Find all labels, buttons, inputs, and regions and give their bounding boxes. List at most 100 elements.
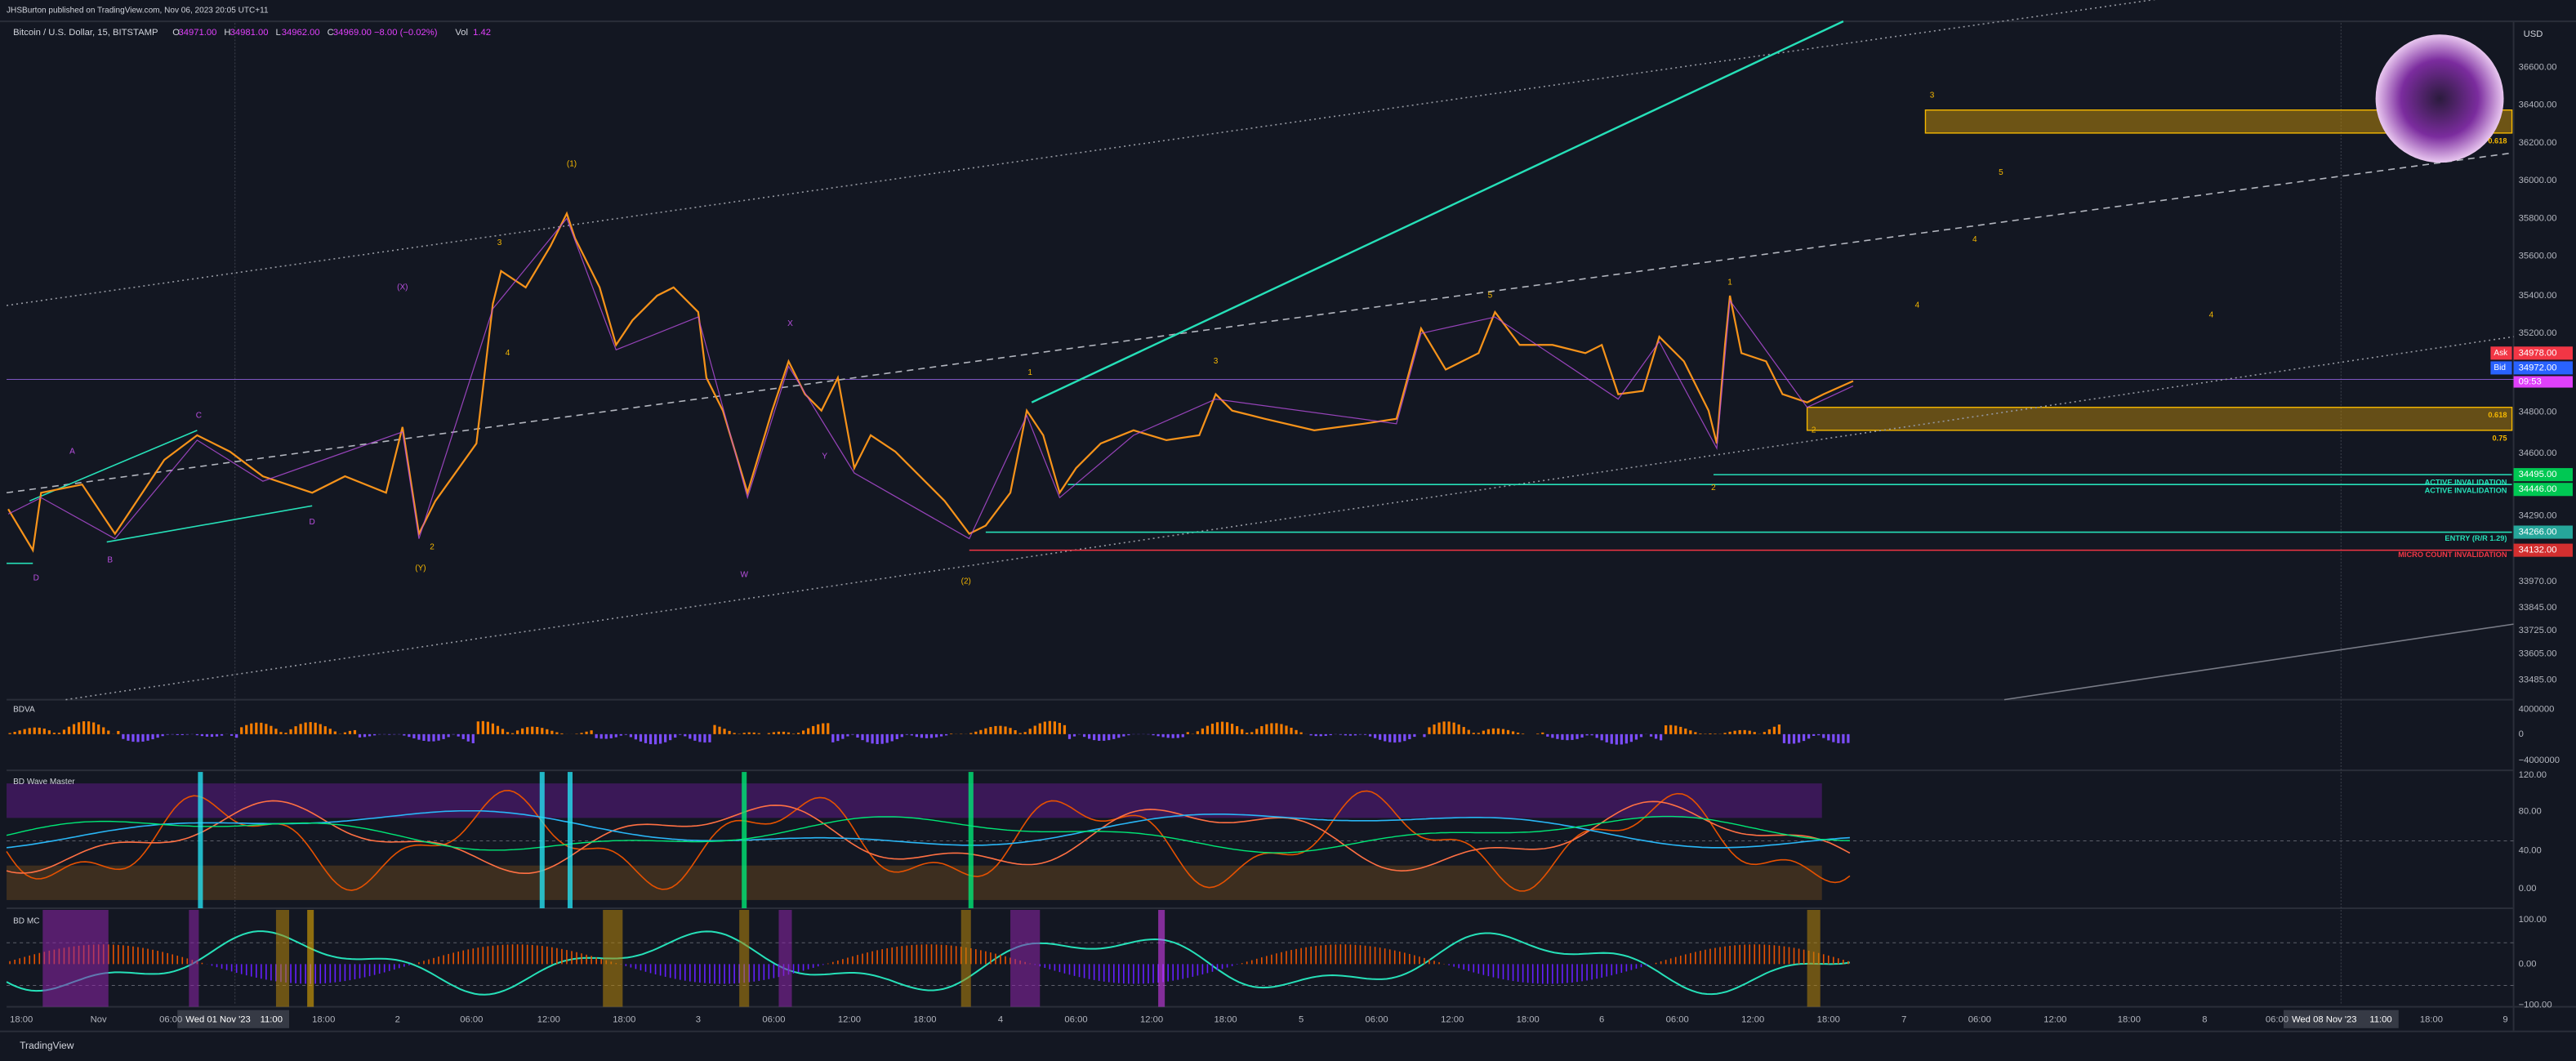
annotation: ENTRY (R/R 1.29) (2445, 534, 2507, 542)
badge-value: 34978.00 (2519, 348, 2557, 358)
wave-label: (X) (397, 283, 408, 292)
panel-name: BDVA (13, 705, 35, 714)
ohlc-value: 34962.00 (282, 28, 320, 38)
badges (177, 346, 2573, 1028)
price-label: 33970.00 (2519, 577, 2557, 586)
wave-label: 3 (1930, 91, 1935, 100)
wave-label: 3 (1214, 357, 1219, 366)
signal-zone (1158, 910, 1165, 1007)
wave-label: (2) (961, 577, 971, 586)
ohlc-key: C (328, 28, 334, 38)
wave-label: C (196, 411, 202, 420)
signal-bar (539, 772, 545, 908)
badge-label: Ask (2494, 349, 2508, 358)
panel-axis-label: 0.00 (2519, 959, 2537, 969)
ohlc-value: 1.42 (473, 28, 491, 38)
panel-axis-label: 4000000 (2519, 705, 2555, 715)
wave-label: B (107, 555, 113, 564)
time-label: 18:00 (613, 1015, 635, 1025)
signal-bar (968, 772, 974, 908)
price-label: 36200.00 (2519, 138, 2557, 148)
price-label: 33485.00 (2519, 675, 2557, 684)
time-label: 12:00 (1741, 1015, 1764, 1025)
wave-label: 1 (1727, 279, 1732, 288)
time-label: 06:00 (1366, 1015, 1388, 1025)
demand-zone (1806, 406, 2513, 431)
wave-label: D (310, 518, 315, 527)
wave-label: (Y) (415, 564, 426, 573)
time-label: 06:00 (1666, 1015, 1689, 1025)
price-series-shadow (7, 217, 1854, 540)
time-label: 4 (998, 1015, 1003, 1025)
annotation: MICRO COUNT INVALIDATION (2398, 551, 2507, 559)
time-label: 18:00 (1214, 1015, 1237, 1025)
signal-zone (739, 910, 750, 1007)
wave-label: 3 (497, 239, 502, 247)
time-badge: Wed 01 Nov '23 (185, 1015, 251, 1025)
time-label: 18:00 (913, 1015, 936, 1025)
wave-label: D (33, 573, 39, 582)
price-label: 35400.00 (2519, 291, 2557, 301)
wave-label: 4 (506, 349, 510, 358)
annotation: ACTIVE INVALIDATION (2425, 487, 2507, 495)
panel-axis-label: 80.00 (2519, 806, 2542, 816)
signal-bar (567, 772, 573, 908)
wave-label: 4 (1972, 235, 1977, 244)
annotation: ACTIVE INVALIDATION (2425, 479, 2507, 487)
signal-zone (603, 910, 623, 1007)
wave-label: (1) (567, 160, 577, 169)
wave-label: 1 (1027, 368, 1032, 377)
time-label: 18:00 (2118, 1015, 2141, 1025)
time-label: 12:00 (2043, 1015, 2066, 1025)
wave-label: 2 (430, 542, 435, 551)
price-series (7, 211, 1854, 553)
time-label: 18:00 (1817, 1015, 1840, 1025)
time-label: 06:00 (159, 1015, 182, 1025)
oscillator (6, 800, 1851, 874)
time-label: 12:00 (838, 1015, 861, 1025)
wave-label: Y (822, 452, 827, 461)
price-label: 36400.00 (2519, 100, 2557, 110)
footer-brand: TradingView (20, 1040, 74, 1051)
time-label: Nov (91, 1015, 107, 1025)
oscillator (6, 815, 1850, 854)
badge-label: Bid (2494, 363, 2506, 372)
ohlc-value: 34969.00 −8.00 (−0.02%) (333, 28, 438, 38)
badge-value: 34495.00 (2519, 470, 2557, 479)
time-label: 3 (696, 1015, 701, 1025)
time-label: 06:00 (1968, 1015, 1991, 1025)
overbought-band (7, 783, 1822, 818)
time-label: 5 (1299, 1015, 1304, 1025)
price-label: 36600.00 (2519, 62, 2557, 72)
price-label: 33725.00 (2519, 626, 2557, 635)
price-label: 35600.00 (2519, 252, 2557, 261)
ohlc-value: 34971.00 (178, 28, 216, 38)
wave-label: A (69, 448, 75, 457)
symbol: Bitcoin / U.S. Dollar, 15, BITSTAMP (13, 28, 158, 38)
signal-zone (960, 910, 971, 1007)
signal-zone (1807, 910, 1821, 1007)
time-label: 12:00 (537, 1015, 560, 1025)
panel-axis-label: 40.00 (2519, 846, 2542, 856)
time-label: 7 (1901, 1015, 1906, 1025)
badge-value: 34266.00 (2519, 527, 2557, 537)
ohlc-key: O (172, 28, 180, 38)
panel-axis-label: −4000000 (2519, 756, 2560, 765)
time-label: 06:00 (1064, 1015, 1087, 1025)
annotation: 0.75 (2492, 434, 2507, 442)
oversold-band (7, 865, 1822, 900)
signal-zone (1010, 910, 1041, 1007)
ohlc-key: L (276, 28, 281, 38)
channel (6, 0, 2514, 701)
wave-label: 5 (1999, 168, 2003, 177)
wave-label: 4 (1915, 301, 1920, 310)
panel-axis-label: −100.00 (2519, 1001, 2552, 1010)
signal-zone (778, 910, 792, 1007)
time-badge: 11:00 (2369, 1015, 2391, 1025)
time-label: 18:00 (1517, 1015, 1540, 1025)
wave-label: 5 (1488, 292, 1493, 301)
ohlc-value: 34981.00 (230, 28, 269, 38)
time-label: 9 (2502, 1015, 2507, 1025)
